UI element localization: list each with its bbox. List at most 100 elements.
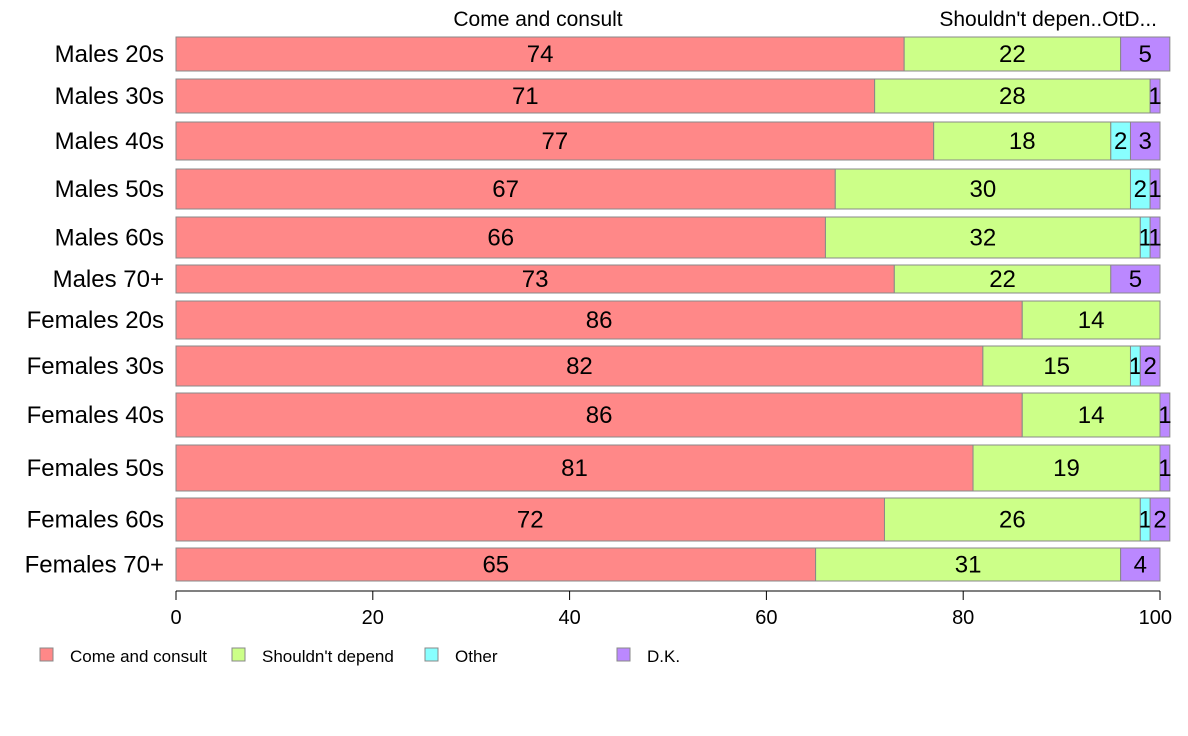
bar-row-males-40s: Males 40s 77 18 2 3 bbox=[55, 121, 1161, 161]
bar-segment-d-k bbox=[1149, 78, 1161, 114]
row-label: Males 20s bbox=[55, 41, 164, 68]
bar-segment-come-and-consult bbox=[175, 444, 974, 492]
bar-segment-d-k bbox=[1149, 168, 1161, 210]
x-tick-label: 80 bbox=[952, 607, 974, 629]
legend-item-shouldn-t-depend: Shouldn't depend bbox=[231, 647, 394, 666]
x-tick-label: 40 bbox=[558, 607, 580, 629]
data-label: 71 bbox=[512, 83, 539, 110]
data-label: 28 bbox=[999, 83, 1026, 110]
bar-segment-shouldn-t-depend bbox=[815, 547, 1122, 582]
bar-segment-come-and-consult bbox=[175, 36, 905, 72]
row-label: Females 60s bbox=[27, 507, 164, 534]
row-label: Males 40s bbox=[55, 128, 164, 155]
bar-row-males-60s: Males 60s 66 32 11 bbox=[55, 216, 1162, 259]
data-label: 14 bbox=[1078, 402, 1105, 429]
bar-row-males-50s: Males 50s 67 30 2 1 bbox=[55, 168, 1162, 210]
legend-label: Shouldn't depend bbox=[262, 647, 394, 666]
x-tick-label: 60 bbox=[755, 607, 777, 629]
data-label: 5 bbox=[1129, 266, 1142, 293]
data-label: 4 bbox=[1134, 552, 1147, 579]
legend-label: Come and consult bbox=[70, 647, 207, 666]
legend-swatch bbox=[424, 647, 439, 662]
row-label: Females 50s bbox=[27, 455, 164, 482]
bar-segment-d-k bbox=[1120, 547, 1161, 582]
data-label: 2 bbox=[1114, 128, 1127, 155]
data-label: 1 bbox=[1129, 353, 1142, 380]
data-label: 74 bbox=[527, 41, 554, 68]
data-label: 22 bbox=[989, 266, 1016, 293]
bar-segment-shouldn-t-depend bbox=[972, 444, 1161, 492]
x-tick-label: 100 bbox=[1139, 607, 1172, 629]
data-label: 18 bbox=[1009, 128, 1036, 155]
data-label: 1 bbox=[1158, 402, 1171, 429]
row-label: Females 70+ bbox=[25, 552, 164, 579]
data-label: 1 bbox=[1158, 455, 1171, 482]
data-label: 73 bbox=[522, 266, 549, 293]
bar-segment-shouldn-t-depend bbox=[982, 345, 1131, 387]
data-label: 2 bbox=[1134, 176, 1147, 203]
bar-segment-d-k bbox=[1129, 121, 1161, 161]
legend-item-come-and-consult: Come and consult bbox=[39, 647, 207, 666]
data-label: 22 bbox=[999, 41, 1026, 68]
data-label: 31 bbox=[955, 552, 982, 579]
bar-segment-come-and-consult bbox=[175, 168, 836, 210]
data-label: 32 bbox=[970, 225, 997, 252]
legend-label: Other bbox=[455, 647, 498, 666]
bar-segment-shouldn-t-depend bbox=[1021, 300, 1161, 340]
data-label: 66 bbox=[487, 225, 514, 252]
data-label: 72 bbox=[517, 507, 544, 534]
data-label: 1 bbox=[1139, 225, 1152, 252]
bar-row-females-70: Females 70+ 65 31 4 bbox=[25, 547, 1161, 582]
data-label: 1 bbox=[1148, 176, 1161, 203]
legend-item-other: Other bbox=[424, 647, 498, 666]
bar-row-males-30s: Males 30s 71 28 1 bbox=[55, 78, 1162, 114]
bar-segment-come-and-consult bbox=[175, 497, 885, 542]
row-label: Males 60s bbox=[55, 225, 164, 252]
bar-segment-shouldn-t-depend bbox=[893, 264, 1112, 294]
data-label: 1 bbox=[1148, 225, 1161, 252]
row-label: Females 20s bbox=[27, 307, 164, 334]
bar-segment-d-k bbox=[1149, 216, 1161, 259]
top-header-labels: Come and consult Shouldn't depen..OtD... bbox=[453, 8, 1157, 31]
data-label: 19 bbox=[1053, 455, 1080, 482]
legend: Come and consult Shouldn't depend Other D.K… bbox=[39, 647, 680, 666]
data-label: 14 bbox=[1078, 307, 1105, 334]
bar-segment-come-and-consult bbox=[175, 345, 984, 387]
row-label: Males 30s bbox=[55, 83, 164, 110]
bar-segment-d-k bbox=[1149, 497, 1171, 542]
data-label: 2 bbox=[1153, 507, 1166, 534]
data-label: 30 bbox=[970, 176, 997, 203]
data-label: 26 bbox=[999, 507, 1026, 534]
bar-segment-d-k bbox=[1110, 264, 1161, 294]
bar-row-females-60s: Females 60s 72 26 1 2 bbox=[27, 497, 1171, 542]
bar-segment-shouldn-t-depend bbox=[834, 168, 1131, 210]
data-label: 81 bbox=[561, 455, 588, 482]
bar-row-males-20s: Males 20s 74 22 5 bbox=[55, 36, 1171, 72]
data-label: 65 bbox=[482, 552, 509, 579]
legend-swatch bbox=[616, 647, 631, 662]
bar-segment-d-k bbox=[1159, 444, 1171, 492]
bar-segment-come-and-consult bbox=[175, 264, 895, 294]
bar-segment-shouldn-t-depend bbox=[824, 216, 1141, 259]
legend-swatch bbox=[231, 647, 246, 662]
data-label: 86 bbox=[586, 307, 613, 334]
data-label: 86 bbox=[586, 402, 613, 429]
bar-segment-come-and-consult bbox=[175, 121, 935, 161]
x-tick-label: 20 bbox=[362, 607, 384, 629]
bar-segment-d-k bbox=[1120, 36, 1171, 72]
data-label: 5 bbox=[1139, 41, 1152, 68]
data-label: 67 bbox=[492, 176, 519, 203]
bar-row-females-20s: Females 20s 86 14 bbox=[27, 300, 1161, 340]
legend-swatch bbox=[39, 647, 54, 662]
top-label-come-and-consult: Come and consult bbox=[453, 8, 622, 31]
data-label: 2 bbox=[1143, 353, 1156, 380]
row-label: Males 50s bbox=[55, 176, 164, 203]
bar-row-males-70: Males 70+ 73 22 5 bbox=[53, 264, 1161, 294]
data-label: 1 bbox=[1139, 507, 1152, 534]
bar-segment-come-and-consult bbox=[175, 78, 876, 114]
legend-item-d-k: D.K. bbox=[616, 647, 680, 666]
bar-segment-come-and-consult bbox=[175, 392, 1023, 438]
bar-row-females-30s: Females 30s 82 15 1 2 bbox=[27, 345, 1161, 387]
